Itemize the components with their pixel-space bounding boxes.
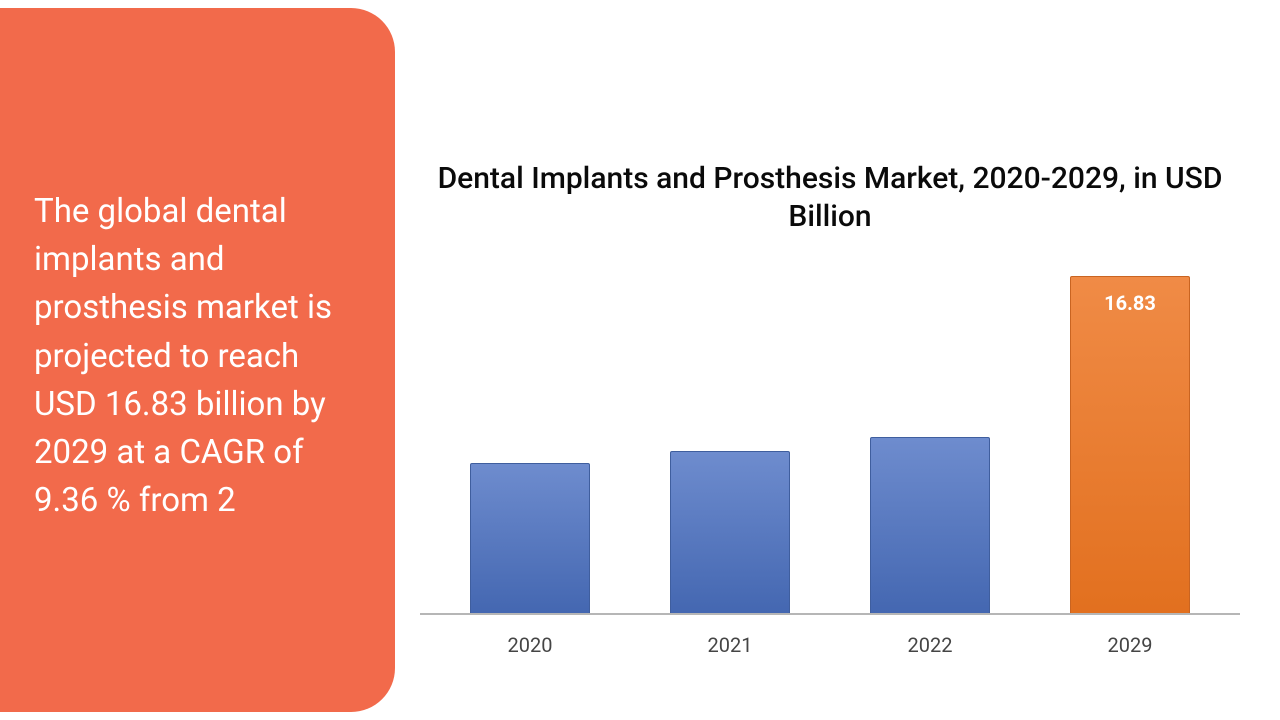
chart-container: Dental Implants and Prosthesis Market, 2… [420,160,1240,657]
chart-plot-area: 16.83 [420,275,1240,615]
bar-slot [660,275,800,613]
side-panel-text: The global dental implants and prosthesi… [34,188,359,525]
x-tick-label: 2029 [1060,633,1200,657]
x-tick-label: 2020 [460,633,600,657]
chart-title: Dental Implants and Prosthesis Market, 2… [420,160,1240,235]
bar-slot [860,275,1000,613]
bar-value-label: 16.83 [1071,291,1189,315]
bar-slot [460,275,600,613]
bar [870,437,990,613]
bar [670,451,790,613]
chart-x-axis: 2020 2021 2022 2029 [420,615,1240,657]
x-tick-label: 2022 [860,633,1000,657]
bar: 16.83 [1070,276,1190,613]
x-tick-label: 2021 [660,633,800,657]
bar [470,463,590,613]
slide-canvas: The global dental implants and prosthesi… [0,0,1280,720]
bar-slot: 16.83 [1060,275,1200,613]
side-panel: The global dental implants and prosthesi… [0,8,395,712]
